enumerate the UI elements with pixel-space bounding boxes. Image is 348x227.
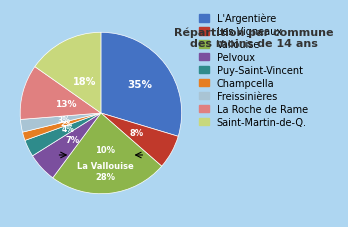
Wedge shape — [101, 33, 182, 137]
Text: 2%: 2% — [60, 121, 72, 127]
Text: 4%: 4% — [62, 125, 75, 134]
Text: 3%: 3% — [57, 115, 70, 124]
Text: 10%: 10% — [95, 145, 115, 154]
Wedge shape — [32, 114, 101, 178]
Legend: L'Argentière, Les Vigneaux, Vallouise, Pelvoux, Puy-Saint-Vincent, Champcella, F: L'Argentière, Les Vigneaux, Vallouise, P… — [199, 14, 308, 127]
Wedge shape — [101, 114, 178, 166]
Wedge shape — [21, 114, 101, 133]
Text: Répartition par commune
des moins de 14 ans: Répartition par commune des moins de 14 … — [174, 27, 334, 49]
Wedge shape — [53, 114, 162, 194]
Text: La Vallouise
28%: La Vallouise 28% — [77, 162, 133, 181]
Text: 13%: 13% — [55, 99, 77, 109]
Text: 18%: 18% — [72, 76, 96, 86]
Text: 35%: 35% — [127, 80, 152, 90]
Wedge shape — [20, 67, 101, 120]
Wedge shape — [25, 114, 101, 156]
Text: 7%: 7% — [65, 135, 79, 144]
Wedge shape — [23, 114, 101, 141]
Text: 8%: 8% — [130, 129, 144, 138]
Wedge shape — [35, 33, 101, 113]
